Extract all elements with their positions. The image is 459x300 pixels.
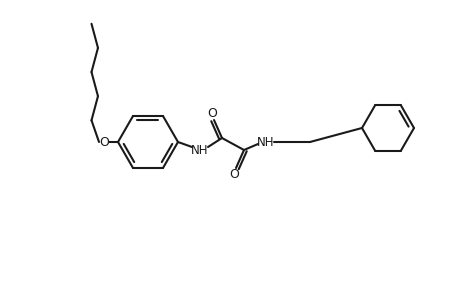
- Text: NH: NH: [257, 136, 274, 148]
- Text: O: O: [207, 106, 217, 119]
- Text: NH: NH: [191, 143, 208, 157]
- Text: O: O: [229, 169, 238, 182]
- Text: O: O: [99, 136, 109, 148]
